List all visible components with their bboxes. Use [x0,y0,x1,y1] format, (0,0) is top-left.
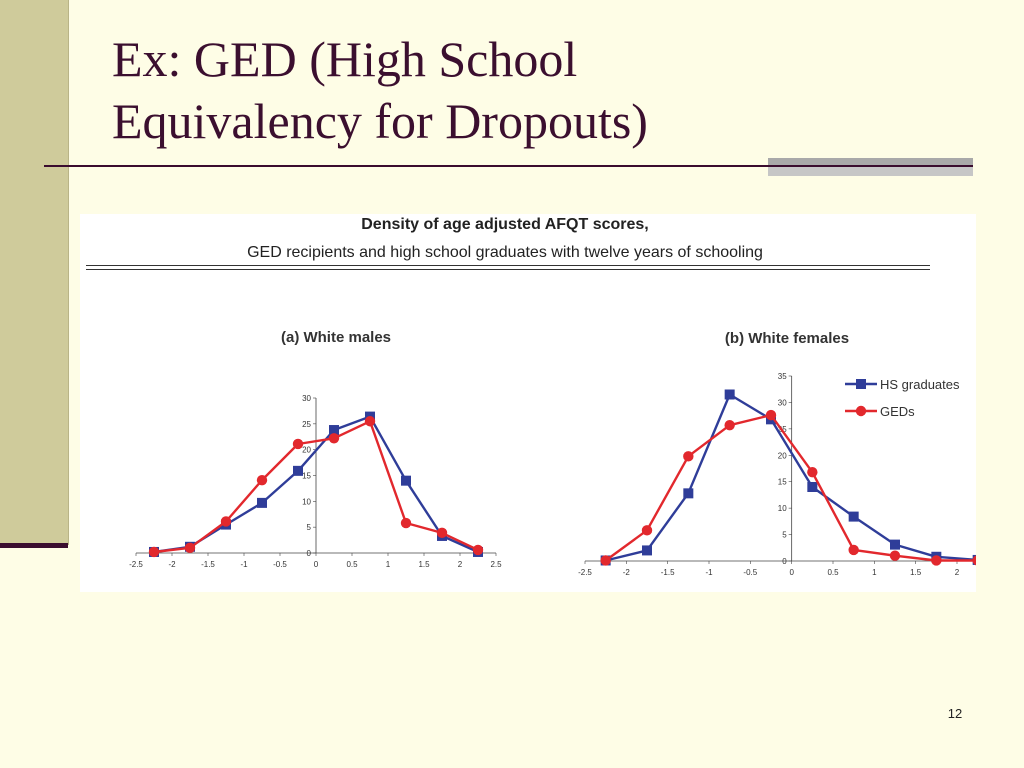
panel-2-x-tick-label-6: 0.5 [827,568,839,577]
figure-subtitle: GED recipients and high school graduates… [247,244,763,261]
panel-1-x-tick-label-8: 1.5 [418,560,430,569]
page-number: 12 [947,706,963,721]
figure-rule-top [86,265,930,266]
density-charts: (a) White males -2.5 -2 -1.5 -1 -0.5 0 0.5 1 1.5 2… [129,329,976,577]
panel-1-x-tick-label-1: -2 [168,560,176,569]
panel-1-y-tick-label-2: 10 [302,497,311,506]
panel-2-series-hs-graduates-line [605,393,976,562]
panel-2-series-geds-point-8 [931,555,942,566]
panel-1-series-geds-point-2 [220,516,232,527]
panel-1-title: (a) White males [281,329,391,346]
panel-2-x-tick-label-3: -1 [705,568,713,577]
figure-panel: Density of age adjusted AFQT scores, GED… [80,214,976,592]
panel-1-y-tick-label-6: 30 [302,394,311,403]
panel-1-x-tick-label-6: 0.5 [346,560,358,569]
panel-1-x-tick-label-4: -0.5 [273,560,287,569]
panel-2-series-geds-point-1 [641,525,653,536]
panel-2-series-hs-graduates-point-2 [683,488,694,499]
panel-2-y-tick-label-1: 5 [782,531,787,540]
panel-2-series-geds-point-7 [889,550,901,561]
panel-2-series-hs-graduates-point-6 [848,511,859,522]
panel-1-y-tick-label-3: 15 [302,472,311,481]
panel-2-legend-geds-label: GEDs [880,404,915,419]
panel-1-y-tick-label-4: 20 [302,446,311,455]
panel-2-y-tick-label-6: 30 [778,398,787,407]
panel-1-y-tick-label-5: 25 [302,420,311,429]
panel-2-x-tick-label-5: 0 [789,568,794,577]
side-band-rule [0,543,68,548]
panel-2-title: (b) White females [725,330,849,347]
panel-2-y-tick-label-7: 35 [778,372,787,381]
panel-2-x-tick-label-8: 1.5 [910,568,922,577]
slide-title: Ex: GED (High School Equivalency for Dro… [112,28,972,152]
panel-2-legend-geds-marker [855,405,867,417]
panel-2-y-tick-label-4: 20 [778,451,787,460]
figure-title: Density of age adjusted AFQT scores, [361,216,649,233]
panel-2-series-geds-point-5 [807,467,818,478]
panel-2-y-tick-label-0: 0 [782,557,787,566]
title-underline [44,165,780,167]
panel-1-x-tick-label-5: 0 [314,560,319,569]
panel-1-x-tick-label-3: -1 [240,560,248,569]
panel-2-series-hs-graduates-point-3 [724,389,735,400]
panel-1-series-geds-line [153,420,479,554]
panel-1-series-hs-graduates-point-4 [293,465,303,476]
panel-2-series-geds-point-9 [972,555,976,566]
panel-1-series-geds-point-5 [328,433,340,444]
panel-2-series-geds-point-3 [724,419,735,431]
panel-1-y-tick-label-1: 5 [307,523,312,532]
panel-1-series-geds-point-3 [256,474,268,486]
panel-1-x-tick-label-2: -1.5 [201,560,215,569]
panel-2-y-tick-label-3: 15 [778,478,787,487]
slide-side-band [0,0,69,545]
panel-1-series-hs-graduates-point-3 [257,497,267,508]
panel-2-series-hs-graduates-point-5 [807,482,818,492]
panel-1-series-geds-point-6 [364,416,376,427]
panel-2-x-tick-label-0: -2.5 [578,568,592,577]
slide-title-line-2: Equivalency for Dropouts) [112,93,648,149]
panel-2-series-hs-graduates-point-1 [642,545,652,556]
panel-2-series-hs-graduates-point-7 [890,539,900,550]
panel-1-series-geds-point-7 [400,517,412,529]
panel-2-series-geds-line [604,413,976,562]
panel-2-y-tick-label-2: 10 [778,504,787,513]
panel-1-series-geds-point-0 [148,546,160,558]
panel-2-series-geds-point-0 [600,555,611,566]
panel-1-x-tick-label-0: -2.5 [129,560,143,569]
panel-1-series-geds-point-9 [472,544,484,556]
title-underline-accent [768,158,973,178]
panel-1-y-tick-label-0: 0 [307,549,312,558]
panel-1-series-hs-graduates-point-7 [401,475,411,486]
panel-2-legend-hs-graduates-marker [856,379,866,389]
panel-2-x-tick-label-4: -0.5 [743,568,757,577]
panel-2-x-tick-label-7: 1 [872,568,877,577]
panel-2-legend-hs-graduates-label: HS graduates [880,377,960,392]
panel-1-series-hs-graduates-point-5 [329,425,339,436]
panel-1-series-geds-point-1 [184,542,196,554]
panel-2-x-tick-label-2: -1.5 [661,568,675,577]
figure-rule-bottom [86,269,930,270]
panel-1-x-tick-label-7: 1 [386,560,391,569]
panel-1-x-tick-label-10: 2.5 [490,560,502,569]
panel-2-x-tick-label-9: 2 [955,568,960,577]
panel-1-x-tick-label-9: 2 [458,560,463,569]
panel-2-series-geds-point-6 [848,544,859,556]
panel-2-series-geds-point-2 [683,451,694,462]
panel-1-series-geds-point-4 [292,438,304,450]
panel-2-series-geds-point-4 [765,409,777,421]
slide-title-line-1: Ex: GED (High School [112,31,578,87]
panel-1-series-geds-point-8 [436,527,448,539]
panel-2-x-tick-label-1: -2 [623,568,631,577]
